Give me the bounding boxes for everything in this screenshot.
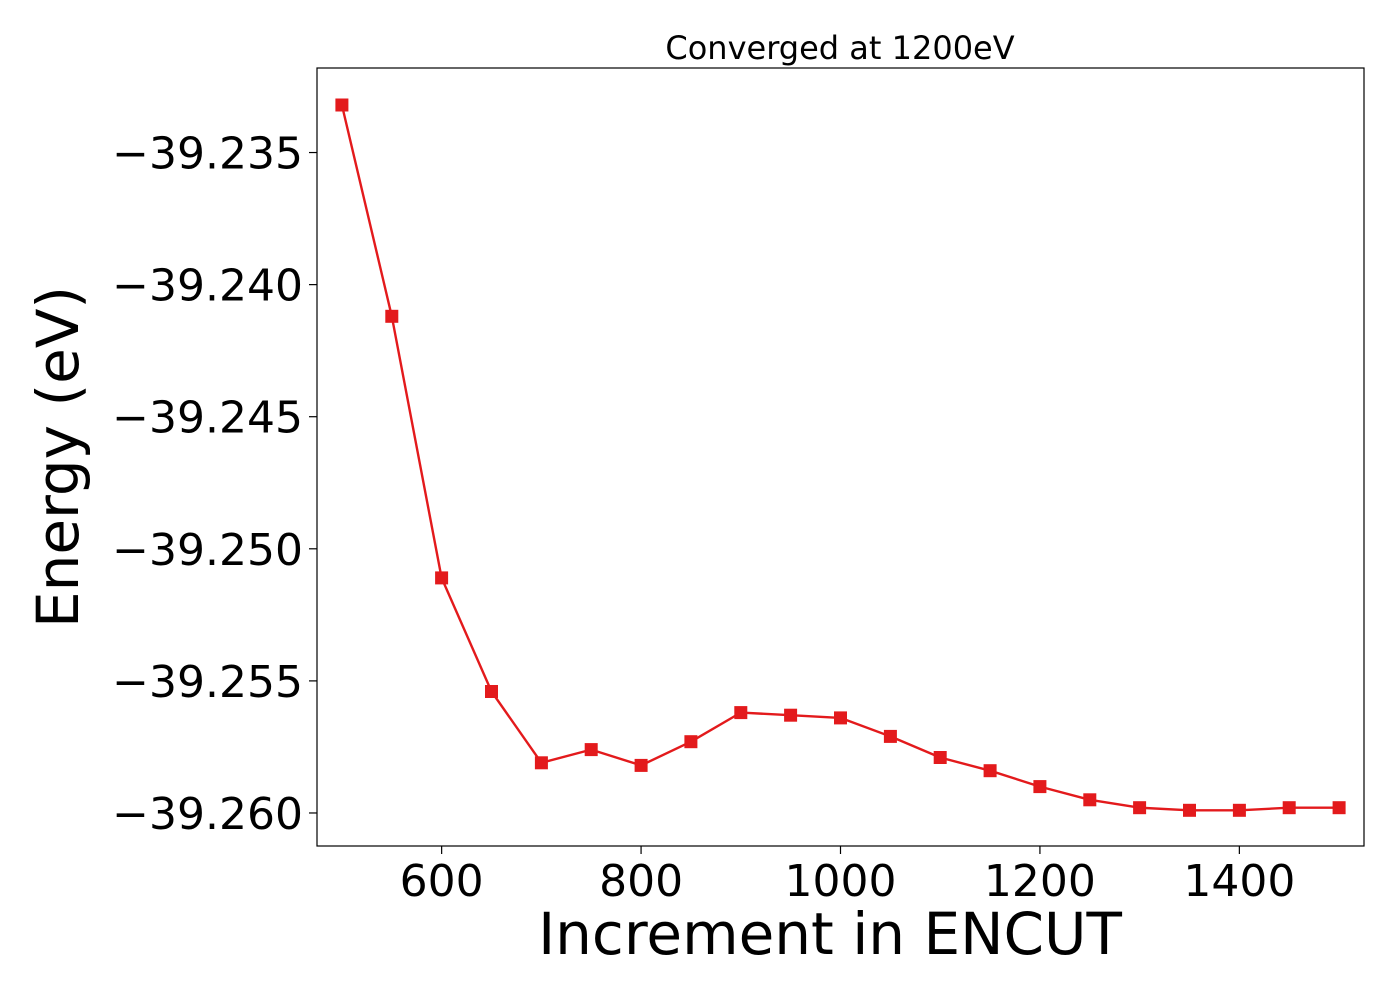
x-tick-label: 1200 [984, 856, 1096, 907]
data-point [534, 756, 548, 770]
x-tick-label: 800 [599, 856, 683, 907]
data-point [634, 758, 648, 772]
data-point [983, 764, 997, 778]
data-point [933, 751, 947, 764]
data-point [1033, 780, 1047, 794]
data-point [584, 743, 598, 757]
series-layer [335, 98, 1346, 817]
data-point [734, 706, 748, 720]
plot-area-frame [316, 67, 1365, 847]
x-tick-label: 1000 [785, 856, 897, 907]
data-point [834, 711, 847, 725]
data-point [1332, 801, 1346, 815]
chart-title: Converged at 1200eV [665, 29, 1014, 67]
data-point [883, 729, 897, 743]
y-tick-label: −39.260 [112, 789, 303, 840]
data-point [1282, 801, 1296, 815]
y-axis-label: Energy (eV) [24, 286, 92, 628]
x-axis: 600 800 1000 1200 1400 [400, 846, 1295, 907]
data-point [1232, 803, 1246, 817]
data-point [385, 309, 399, 323]
data-point [435, 571, 449, 585]
data-point [1133, 801, 1147, 815]
y-tick-label: −39.245 [112, 393, 303, 444]
y-tick-label: −39.250 [112, 525, 303, 576]
x-axis-label: Increment in ENCUT [538, 900, 1122, 968]
x-tick-label: 1400 [1183, 856, 1295, 907]
data-point [684, 735, 698, 749]
data-point [784, 708, 798, 722]
y-tick-label: −39.240 [112, 261, 303, 312]
data-point [1083, 793, 1097, 807]
y-tick-label: −39.255 [112, 657, 303, 708]
series-line [340, 104, 1340, 812]
data-point [1183, 803, 1196, 817]
y-tick-label: −39.235 [112, 129, 303, 180]
x-tick-label: 600 [400, 856, 484, 907]
y-axis: −39.235 −39.240 −39.245 −39.250 −39.255 −39.2… [112, 129, 317, 840]
data-point [485, 685, 498, 698]
data-point [335, 98, 349, 112]
